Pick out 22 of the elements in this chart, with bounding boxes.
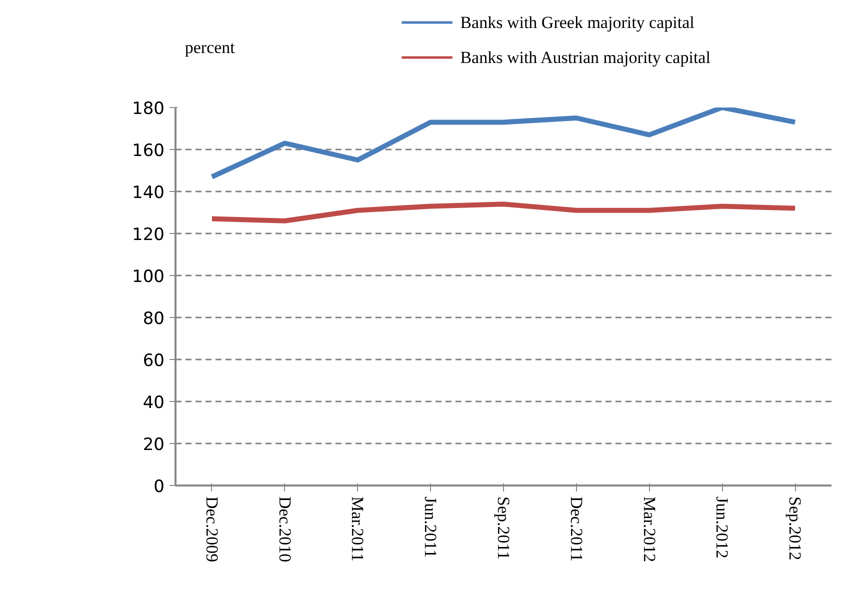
y-tick-label: 120: [132, 225, 165, 245]
y-tick-label: 20: [142, 435, 165, 455]
y-axis-title: percent: [184, 38, 236, 57]
y-tick-label: 100: [132, 267, 165, 287]
y-tick-label: 0: [154, 477, 165, 497]
x-tick-label: Jun.2012: [712, 496, 732, 558]
y-tick-label: 140: [132, 183, 165, 203]
y-tick-label: 80: [142, 309, 165, 329]
x-tick-label: Mar.2012: [640, 496, 659, 562]
y-tick-label: 40: [142, 393, 165, 413]
x-tick-label: Mar.2011: [348, 496, 368, 562]
x-tick-label: Dec.2009: [202, 496, 222, 562]
y-tick-label: 160: [132, 141, 165, 161]
x-tick-label: Sep.2012: [786, 496, 805, 560]
y-tick-label: 60: [142, 351, 165, 371]
y-tick-label: 180: [132, 99, 165, 119]
x-tick-label: Dec.2011: [566, 496, 586, 562]
legend-label: Banks with Greek majority capital: [460, 13, 695, 32]
x-tick-label: Dec.2010: [275, 496, 294, 562]
legend-label: Banks with Austrian majority capital: [460, 48, 711, 67]
x-tick-label: Sep.2011: [494, 496, 513, 560]
x-tick-label: Jun.2011: [421, 496, 440, 558]
